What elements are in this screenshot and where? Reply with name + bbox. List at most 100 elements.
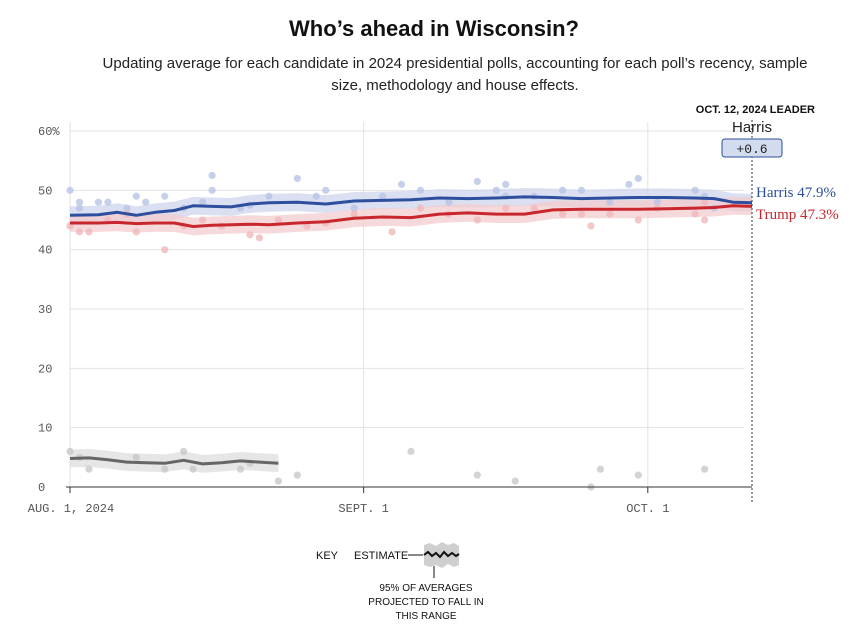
poll-dot-harris	[293, 174, 301, 183]
leader-name: Harris	[732, 119, 772, 136]
poll-dot-harris	[397, 180, 406, 188]
gridlines	[69, 122, 744, 487]
poll-dot-trump	[161, 246, 169, 254]
poll-dot-harris	[378, 192, 387, 200]
key-estimate-line	[423, 550, 460, 559]
poll-dot-harris	[199, 198, 207, 206]
poll-dot-harris	[75, 204, 84, 212]
band-harris	[70, 187, 752, 225]
poll-dot-harris	[625, 180, 633, 188]
poll-dot-harris	[558, 186, 567, 194]
uncertainty-bands	[70, 187, 752, 473]
poll-dot-harris	[502, 180, 510, 188]
poll-dot-harris	[94, 198, 103, 206]
leader-margin: +0.6	[736, 142, 767, 157]
y-tick-label: 60%	[38, 125, 60, 139]
chart-subtitle: Updating average for each candidate in 2…	[102, 55, 808, 94]
axes: 0 10 20 30 40 50 60% AUG. 1, 2024 SEPT. 1 OCT. 1	[28, 125, 752, 516]
poll-dot-harris	[123, 204, 131, 212]
poll-dot-trump	[85, 228, 93, 236]
poll-dot-harris	[691, 186, 699, 194]
poll-dot-other	[407, 447, 415, 455]
poll-dot-other	[293, 471, 301, 479]
poll-dot-harris	[208, 171, 216, 180]
poll-dot-harris	[473, 177, 481, 186]
poll-dot-trump	[502, 204, 510, 212]
y-tick-label: 40	[38, 244, 52, 258]
line-kennedy	[69, 456, 279, 466]
key-estimate-label: ESTIMATE	[354, 550, 408, 562]
line-trump	[70, 204, 753, 228]
x-tick-label: OCT. 1	[626, 502, 669, 516]
key-label: KEY	[316, 550, 339, 562]
y-tick-label: 30	[38, 303, 52, 317]
poll-dot-harris	[445, 198, 453, 206]
poll-dot-harris	[653, 198, 661, 206]
poll-dot-harris	[312, 192, 320, 200]
poll-dot-harris	[161, 192, 169, 200]
poll-dot-trump	[416, 204, 425, 212]
poll-dot-trump	[701, 216, 709, 224]
poll-dot-trump	[577, 210, 586, 218]
poll-dot-harris	[350, 204, 358, 212]
poll-dot-trump	[701, 198, 709, 206]
y-tick-label: 0	[38, 481, 45, 495]
poll-dot-trump	[473, 216, 481, 224]
poll-dot-harris	[132, 192, 140, 200]
legend-key: KEY ESTIMATE 95% OF AVERAGES PROJECTED T…	[316, 542, 484, 622]
leader-margin-box	[721, 138, 783, 158]
poll-dot-other	[85, 465, 93, 473]
poll-dot-harris	[634, 174, 642, 183]
poll-dot-harris	[492, 186, 500, 194]
key-range-line2: PROJECTED TO FALL IN	[368, 597, 483, 608]
poll-dot-other	[596, 465, 605, 473]
poll-dot-other	[66, 447, 74, 455]
x-tick-label: SEPT. 1	[338, 502, 388, 516]
poll-dot-trump	[587, 222, 595, 230]
y-tick-label: 50	[38, 184, 52, 198]
poll-dot-harris	[322, 186, 330, 194]
end-labels: Harris 47.9% Trump 47.3%	[756, 185, 839, 223]
average-lines	[69, 195, 753, 466]
poll-dot-trump	[350, 210, 358, 218]
poll-dot-other	[236, 465, 245, 473]
poll-dot-harris	[416, 186, 425, 194]
y-tick-label: 10	[38, 422, 52, 436]
poll-dot-other	[511, 477, 519, 485]
poll-dot-harris	[606, 198, 614, 206]
leader-heading: OCT. 12, 2024 LEADER	[696, 104, 815, 116]
poll-dot-other	[634, 471, 642, 479]
line-harris	[69, 195, 753, 217]
poll-dot-harris	[208, 186, 216, 194]
y-tick-label: 20	[38, 362, 52, 376]
key-range-line1: 95% OF AVERAGES	[379, 583, 473, 594]
key-range-line3: THIS RANGE	[395, 611, 456, 622]
end-label-trump: Trump 47.3%	[756, 207, 839, 223]
poll-dot-other	[180, 447, 188, 455]
poll-dot-trump	[606, 210, 614, 218]
poll-dot-trump	[558, 210, 567, 218]
poll-dot-trump	[691, 210, 699, 218]
poll-dot-other	[274, 477, 282, 485]
poll-dot-harris	[577, 186, 586, 194]
poll-dot-harris	[265, 192, 273, 200]
poll-dot-trump	[388, 228, 396, 236]
poll-dot-other	[189, 465, 197, 473]
poll-dot-harris	[104, 198, 112, 206]
poll-dots	[66, 171, 718, 491]
poll-dot-trump	[75, 228, 84, 236]
poll-dot-trump	[274, 216, 282, 224]
poll-dot-harris	[75, 198, 84, 206]
chart-title: Who’s ahead in Wisconsin?	[289, 16, 579, 41]
poll-dot-trump	[246, 231, 254, 239]
poll-dot-trump	[530, 204, 538, 212]
poll-dot-trump	[255, 234, 264, 242]
poll-dot-trump	[634, 216, 642, 224]
poll-dot-harris	[142, 198, 150, 206]
poll-dot-other	[701, 465, 709, 473]
poll-dot-other	[473, 471, 481, 479]
leader-annotation: OCT. 12, 2024 LEADER Harris +0.6	[696, 104, 815, 504]
end-label-harris: Harris 47.9%	[756, 185, 836, 201]
poll-dot-other	[132, 453, 140, 461]
